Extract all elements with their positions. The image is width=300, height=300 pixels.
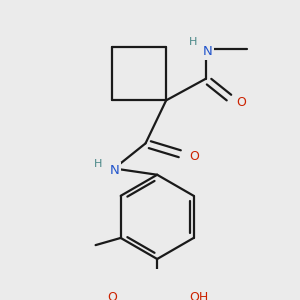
Text: O: O	[107, 291, 117, 300]
Text: N: N	[109, 164, 119, 177]
Text: O: O	[189, 150, 199, 163]
Text: N: N	[202, 45, 212, 58]
Text: OH: OH	[189, 291, 208, 300]
Text: O: O	[236, 96, 246, 109]
Text: H: H	[94, 159, 102, 169]
Text: H: H	[189, 37, 197, 47]
